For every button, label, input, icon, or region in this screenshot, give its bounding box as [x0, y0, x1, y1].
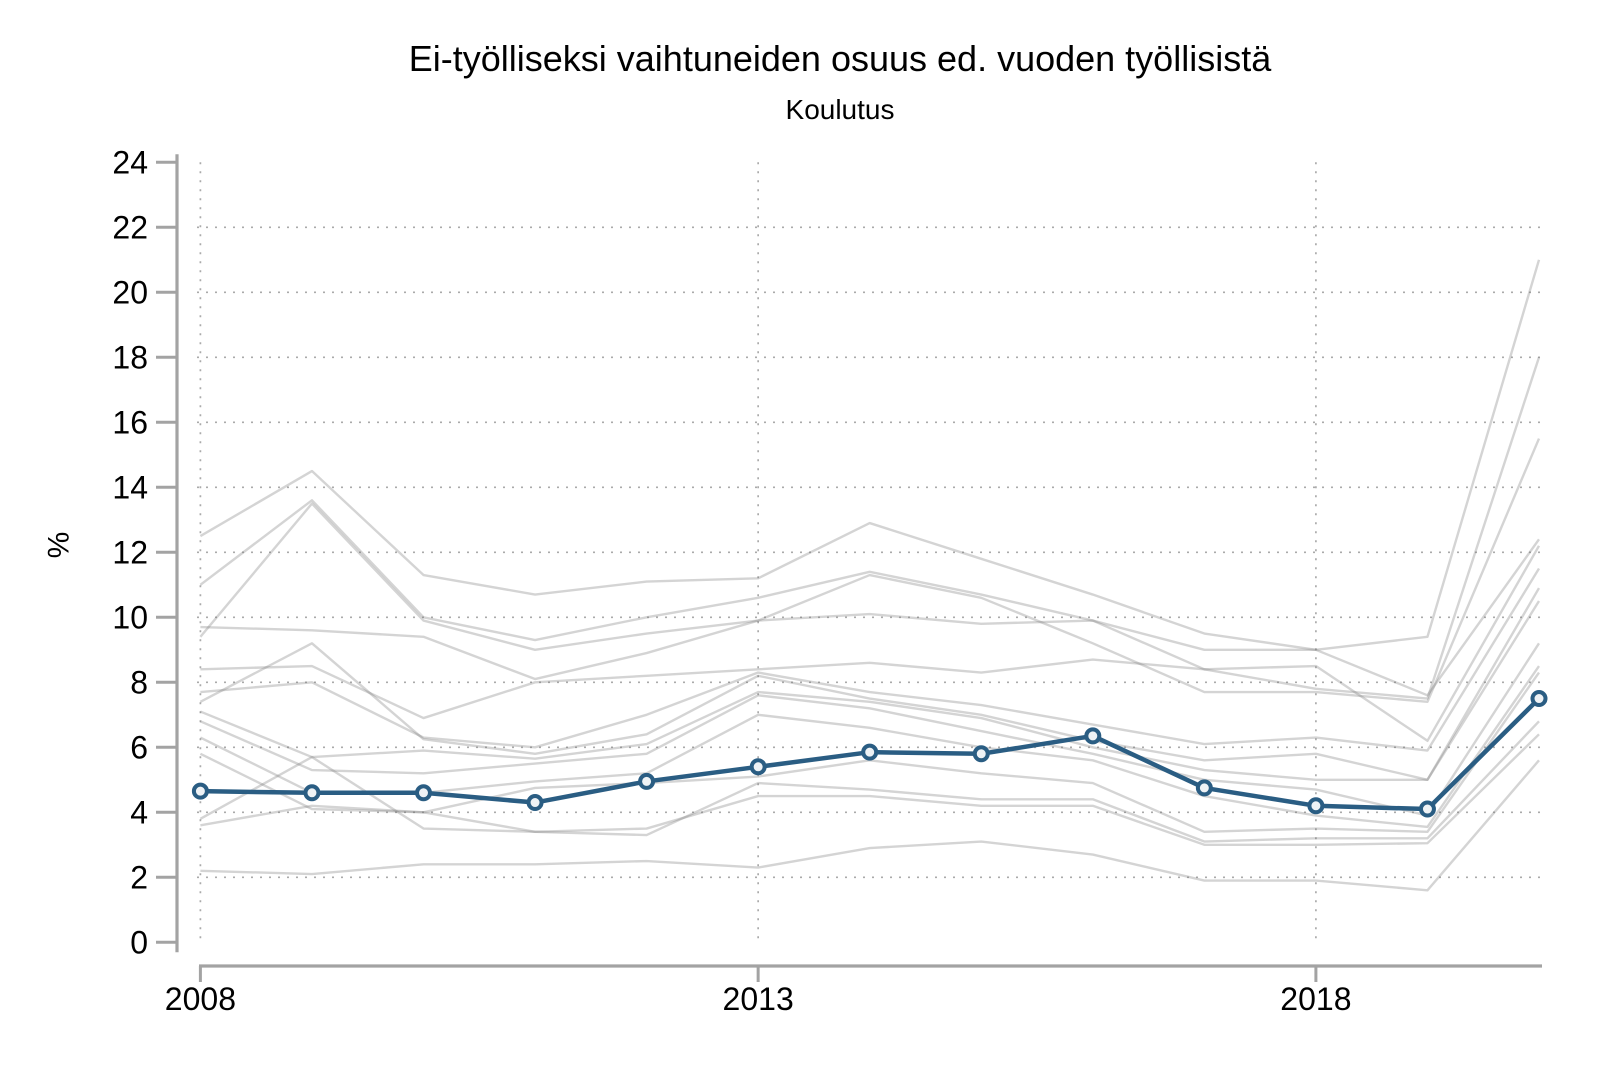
data-point-marker [191, 782, 209, 800]
y-tick-label: 8 [130, 665, 148, 701]
data-point-marker [749, 758, 767, 776]
y-tick-label: 20 [112, 275, 148, 311]
y-tick-label: 12 [112, 535, 148, 571]
data-point-marker [638, 772, 656, 790]
background-series-line [199, 642, 1541, 817]
chart-subtitle: Koulutus [785, 94, 895, 125]
chart-header: Ei-työlliseksi vaihtuneiden osuus ed. vu… [80, 38, 1600, 126]
y-tick-label: 18 [112, 340, 148, 376]
data-point-marker [415, 784, 432, 802]
y-tick-label: 2 [130, 860, 148, 896]
y-tick-label: 16 [112, 405, 148, 441]
y-tick-label: 0 [130, 925, 148, 961]
y-tick-label: 22 [112, 210, 148, 246]
data-point-marker [1418, 800, 1436, 818]
background-series-line [199, 720, 1540, 843]
x-tick-label: 2008 [165, 981, 236, 1017]
x-tick-label: 2018 [1280, 981, 1351, 1017]
data-point-marker [303, 784, 321, 802]
data-point-marker [1195, 779, 1213, 797]
data-point-marker [1084, 727, 1102, 745]
data-point-marker [526, 794, 544, 812]
y-tick-label: 24 [112, 145, 148, 181]
background-series-line [200, 545, 1541, 742]
y-tick-label: 10 [112, 600, 148, 636]
background-series-line [199, 356, 1541, 700]
background-series-line [199, 600, 1541, 781]
y-tick-label: 4 [130, 795, 148, 831]
background-series-line [199, 259, 1541, 651]
y-tick-label: 6 [130, 730, 148, 766]
background-series-line [199, 587, 1541, 781]
data-point-marker [861, 743, 879, 761]
background-series-line [200, 567, 1541, 752]
data-point-marker [972, 745, 990, 763]
background-series-line [200, 538, 1540, 697]
data-point-marker [1307, 797, 1325, 815]
x-tick-label: 2013 [723, 981, 794, 1017]
data-point-marker [1530, 690, 1548, 708]
background-series-line [200, 759, 1540, 892]
y-tick-label: 14 [112, 470, 148, 506]
chart-title: Ei-työlliseksi vaihtuneiden osuus ed. vu… [408, 38, 1272, 79]
background-series-line [199, 438, 1541, 703]
background-series-line [200, 733, 1540, 846]
